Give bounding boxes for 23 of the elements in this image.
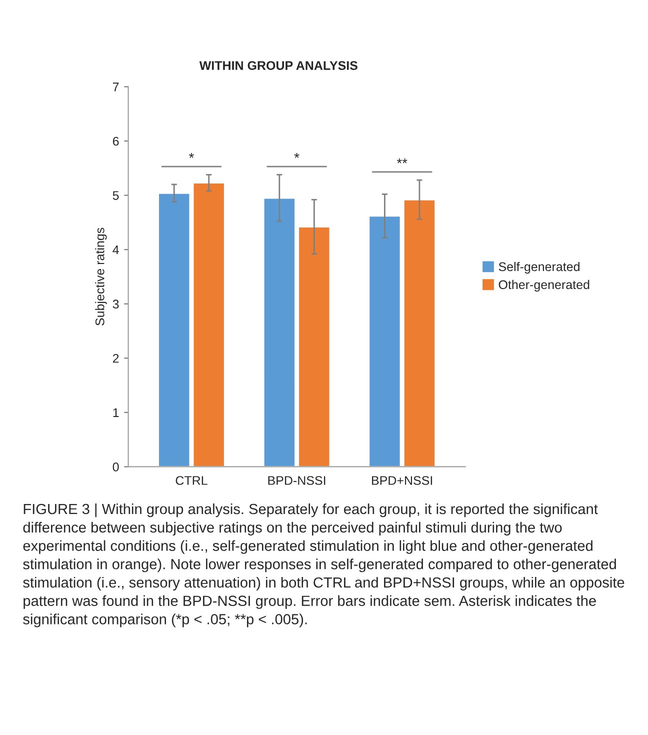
chart-title: WITHIN GROUP ANALYSIS bbox=[199, 61, 358, 70]
y-tick-label: 1 bbox=[113, 408, 119, 417]
x-tick-label: BPD-NSSI bbox=[268, 476, 326, 485]
bar bbox=[368, 215, 402, 467]
y-tick-label: 6 bbox=[112, 136, 119, 146]
annotation: ** bbox=[396, 158, 408, 164]
y-tick-label: 0 bbox=[112, 462, 119, 472]
x-tick-label: CTRL bbox=[176, 476, 208, 485]
bar bbox=[402, 198, 436, 467]
bar bbox=[192, 182, 226, 467]
legend-label: Other-generated bbox=[498, 280, 590, 292]
y-tick-label: 7 bbox=[112, 82, 119, 92]
y-tick-label: 4 bbox=[112, 246, 119, 254]
annotation: * bbox=[189, 153, 194, 158]
y-tick-label: 3 bbox=[112, 300, 119, 309]
bar bbox=[158, 192, 191, 467]
y-tick-label: 5 bbox=[112, 191, 119, 200]
y-tick-label: 2 bbox=[112, 354, 119, 363]
y-axis-title: Subjective ratings bbox=[95, 228, 107, 326]
x-tick-label: BPD+NSSI bbox=[372, 476, 432, 485]
caption: FIGURE 3 | Within group analysis. Separately for each group, it is reported the significant difference between subjective ratings on the perceived painful stimuli during the two experimental conditions (i.e., self-generated stimulation in light blue and other-generated stimulation in orange). Note lower responses in self-generated compared to other-generated stimulation (i.e., sensory attenuation) in both CTRL and BPD+NSSI groups, while an opposite pattern was found in the BPD-NSSI group. Error bars indicate sem. Asterisk indicates the significant comparison (*p < .05; **p < .005). bbox=[23, 503, 624, 628]
legend-label: Self-generated bbox=[498, 262, 580, 274]
annotation: * bbox=[294, 153, 300, 158]
